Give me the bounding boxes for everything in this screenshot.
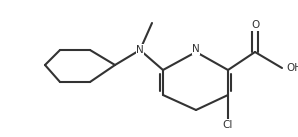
Text: N: N (136, 45, 144, 55)
Text: N: N (192, 44, 200, 54)
Text: O: O (251, 20, 259, 30)
Text: N: N (136, 45, 144, 55)
Text: Cl: Cl (223, 120, 233, 130)
Text: OH: OH (286, 63, 298, 73)
